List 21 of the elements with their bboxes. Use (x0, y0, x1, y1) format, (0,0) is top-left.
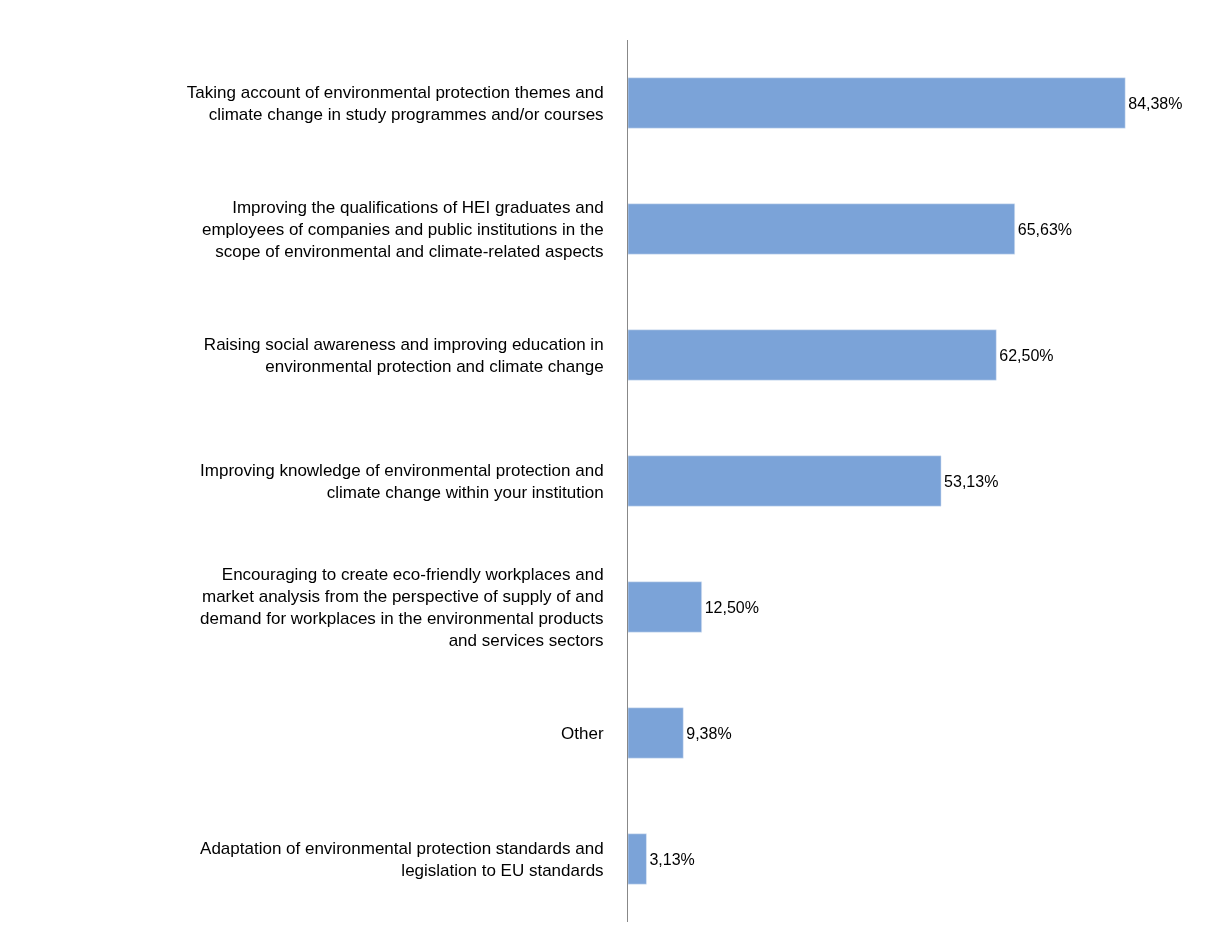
bar (628, 77, 1126, 129)
bar (628, 455, 942, 507)
bar (628, 203, 1015, 255)
y-tick-label: Improving the qualifications of HEI graduates and employees of companies and public institutions in the scope of environmental and climate-related aspects (201, 197, 604, 262)
y-tick-label: Taking account of environmental protection themes and climate change in study programmes and/or courses (186, 82, 604, 124)
y-tick-label: Improving knowledge of environmental protection and climate change within your institution (200, 460, 604, 502)
data-label: 12,50% (704, 598, 759, 616)
data-label: 3,13% (649, 850, 695, 868)
y-tick-label: Encouraging to create eco-friendly workplaces and market analysis from the perspective of supply of and demand for workplaces in the environmental products and services sectors (200, 564, 604, 651)
y-tick-label: Raising social awareness and improving education in environmental protection and climate change (203, 334, 604, 376)
data-label: 65,63% (1017, 220, 1072, 238)
data-label: 53,13% (944, 472, 999, 490)
y-tick-label: Other (561, 723, 604, 743)
y-tick-label: Adaptation of environmental protection standards and legislation to EU standards (200, 838, 604, 880)
bar (628, 581, 702, 633)
bar (628, 707, 684, 759)
data-label: 62,50% (999, 346, 1054, 364)
bar (628, 833, 647, 885)
data-label: 9,38% (686, 724, 732, 742)
data-label: 84,38% (1128, 94, 1183, 112)
bar (628, 329, 997, 381)
